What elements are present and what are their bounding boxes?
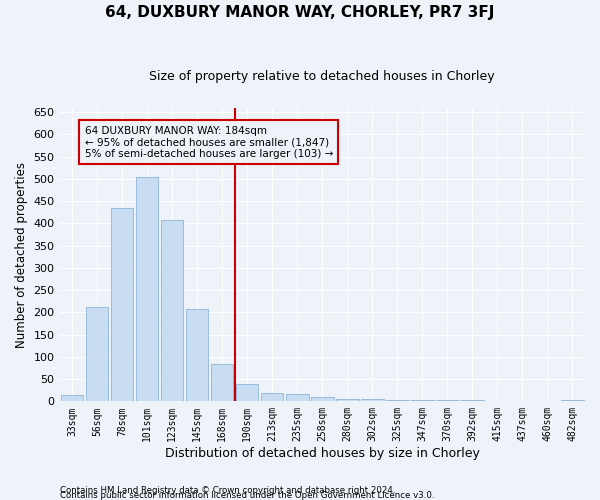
Bar <box>386 400 409 402</box>
Bar <box>186 309 208 402</box>
Bar <box>311 397 334 402</box>
Text: 64 DUXBURY MANOR WAY: 184sqm
← 95% of detached houses are smaller (1,847)
5% of : 64 DUXBURY MANOR WAY: 184sqm ← 95% of de… <box>85 126 333 159</box>
Text: Contains public sector information licensed under the Open Government Licence v3: Contains public sector information licen… <box>60 491 434 500</box>
Bar <box>361 399 383 402</box>
Bar <box>211 364 233 402</box>
Text: Contains HM Land Registry data © Crown copyright and database right 2024.: Contains HM Land Registry data © Crown c… <box>60 486 395 495</box>
Bar <box>111 208 133 402</box>
Y-axis label: Number of detached properties: Number of detached properties <box>15 162 28 348</box>
Bar <box>411 400 434 402</box>
Bar <box>261 394 283 402</box>
Bar <box>161 220 184 402</box>
Bar <box>236 384 259 402</box>
Bar <box>286 394 308 402</box>
Bar <box>136 176 158 402</box>
Bar <box>86 307 109 402</box>
Text: 64, DUXBURY MANOR WAY, CHORLEY, PR7 3FJ: 64, DUXBURY MANOR WAY, CHORLEY, PR7 3FJ <box>106 5 494 20</box>
Bar <box>61 394 83 402</box>
Bar <box>436 400 458 402</box>
Title: Size of property relative to detached houses in Chorley: Size of property relative to detached ho… <box>149 70 495 83</box>
Bar <box>561 400 584 402</box>
Bar <box>461 400 484 402</box>
X-axis label: Distribution of detached houses by size in Chorley: Distribution of detached houses by size … <box>165 447 480 460</box>
Bar <box>336 399 359 402</box>
